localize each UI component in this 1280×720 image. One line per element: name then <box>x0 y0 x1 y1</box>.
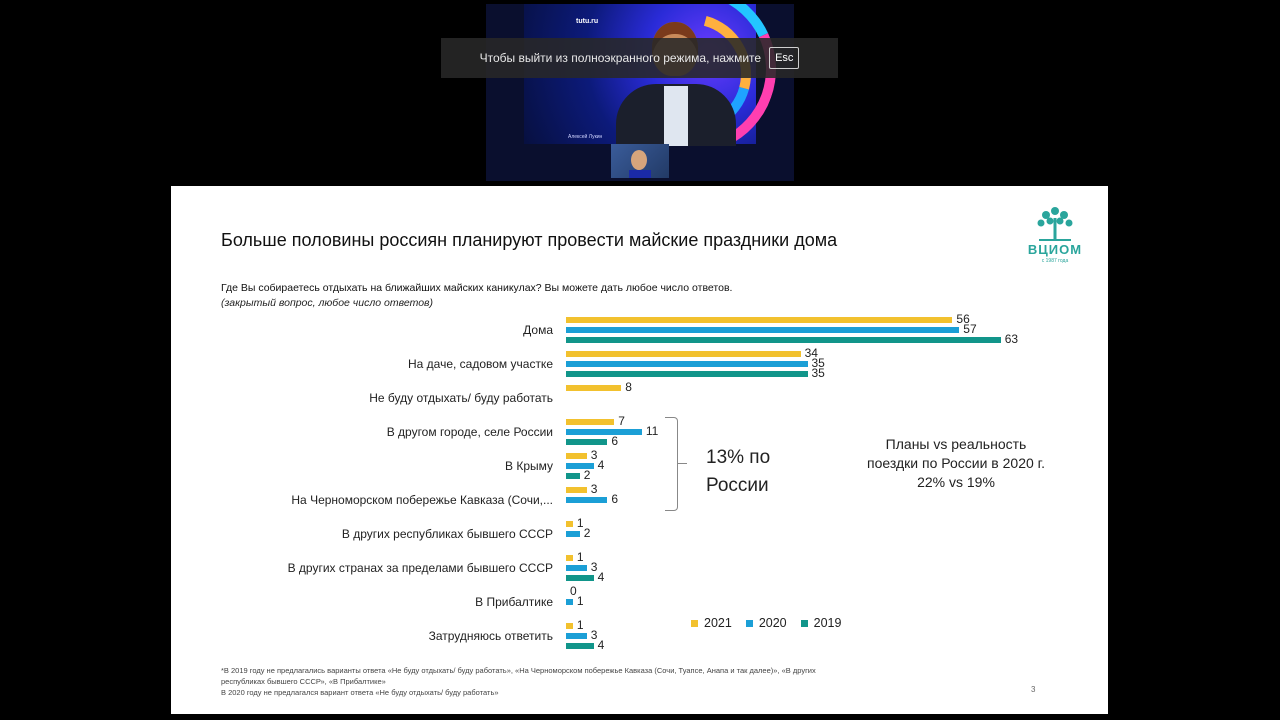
callout-plans-line2: поездки по России в 2020 г. <box>867 455 1045 471</box>
bar-2021 <box>566 385 622 391</box>
category-label: В другом городе, селе России <box>386 425 553 439</box>
fullscreen-exit-toast: Чтобы выйти из полноэкранного режима, на… <box>441 38 838 78</box>
footnote-line1: *В 2019 году не предлагались варианты от… <box>221 666 816 675</box>
category-label: В других странах за пределами бывшего СС… <box>287 561 553 575</box>
legend-item-2021: 2021 <box>691 616 732 630</box>
bar-2019 <box>566 371 808 377</box>
legend-item-2020: 2020 <box>745 616 787 630</box>
category-label: Дома <box>523 323 553 337</box>
thumbnail-badge <box>629 170 651 178</box>
russia-bracket-tick <box>677 463 687 464</box>
bar-value-label: 56 <box>956 312 970 326</box>
bar-2020 <box>566 599 573 605</box>
bar-value-label: 8 <box>625 380 632 394</box>
speaker-name: Алексей Лукин <box>568 134 603 140</box>
legend-label-2021: 2021 <box>704 616 732 630</box>
slide-title: Больше половины россиян планируют провес… <box>221 230 838 250</box>
bar-2019 <box>566 575 594 581</box>
category-label: В Прибалтике <box>475 595 553 609</box>
bar-2020 <box>566 565 587 571</box>
bar-value-label: 6 <box>611 492 619 506</box>
vciom-logo: ВЦИОМ с 1987 года <box>1014 206 1096 276</box>
callout-russia-line2: России <box>706 475 769 496</box>
bar-value-label: 3 <box>590 628 598 642</box>
bar-2019 <box>566 473 580 479</box>
tree-icon <box>1037 207 1073 241</box>
category-label: На Черноморском побережье Кавказа (Сочи,… <box>291 493 553 507</box>
callout-plans: Планы vs реальность поездки по России в … <box>831 435 1081 492</box>
survey-question: Где Вы собираетесь отдыхать на ближайших… <box>221 282 733 294</box>
bar-2020 <box>566 497 608 503</box>
bar-value-label: 1 <box>576 516 584 530</box>
bar-2021 <box>566 453 587 459</box>
bar-value-label: 4 <box>597 458 605 472</box>
bar-2020 <box>566 633 587 639</box>
bar-value-label: 57 <box>963 322 977 336</box>
toast-message: Чтобы выйти из полноэкранного режима, на… <box>479 51 762 65</box>
bar-2019 <box>566 337 1001 343</box>
legend-swatch-2021 <box>691 619 698 627</box>
callout-russia: 13% по России <box>706 444 770 500</box>
bar-2019 <box>566 439 608 445</box>
bar-value-label: 4 <box>597 638 605 652</box>
vciom-wordmark: ВЦИОМ <box>1027 242 1083 257</box>
bar-value-label: 1 <box>576 550 584 564</box>
bar-2021 <box>566 317 953 323</box>
bar-value-label: 1 <box>576 594 584 608</box>
bar-value-label: 35 <box>811 366 825 380</box>
thumbnail-face <box>631 150 647 170</box>
category-label: Затрудняюсь ответить <box>428 629 553 643</box>
category-label: Не буду отдыхать/ буду работать <box>369 391 553 405</box>
callout-russia-line1: 13% по <box>706 447 771 468</box>
bar-value-label: 7 <box>618 414 625 428</box>
bar-value-label: 6 <box>611 434 619 448</box>
bar-2021 <box>566 521 573 527</box>
esc-key[interactable]: Esc <box>769 47 800 69</box>
bar-2020 <box>566 429 642 435</box>
footnote-line2: республиках бывшего СССР», «В Прибалтике… <box>221 677 386 686</box>
bar-value-label: 3 <box>590 448 598 462</box>
legend-swatch-2020 <box>745 619 753 627</box>
legend-label-2019: 2019 <box>813 616 842 630</box>
bar-value-label: 2 <box>583 526 591 540</box>
legend-swatch-2019 <box>800 619 808 627</box>
self-view-thumbnail[interactable] <box>611 144 669 178</box>
bar-2021 <box>566 623 573 629</box>
bar-value-label: 1 <box>576 618 584 632</box>
category-label: В Крыму <box>504 459 553 473</box>
bar-value-label: 4 <box>597 570 605 584</box>
bar-2019 <box>566 643 594 649</box>
legend-item-2019: 2019 <box>800 616 842 630</box>
bar-value-label: 34 <box>804 346 818 360</box>
vciom-tagline: с 1987 года <box>1041 258 1069 264</box>
bar-value-label: 11 <box>645 424 659 438</box>
footnote-line3: В 2020 году не предлагался вариант ответ… <box>221 688 499 697</box>
legend-label-2020: 2020 <box>758 616 787 630</box>
bar-2020 <box>566 463 594 469</box>
category-label: На даче, садовом участке <box>407 357 553 371</box>
survey-question-note: (закрытый вопрос, любое число ответов) <box>221 297 434 309</box>
bar-value-label: 35 <box>811 356 825 370</box>
bar-2021 <box>566 555 573 561</box>
brand-logo: tutu.ru <box>576 18 599 25</box>
bar-2021 <box>566 419 615 425</box>
presentation-slide: Больше половины россиян планируют провес… <box>171 186 1108 714</box>
russia-bracket <box>665 417 678 511</box>
chart-legend: 2021 2020 2019 <box>691 616 841 630</box>
bar-value-label: 3 <box>590 482 598 496</box>
bar-value-label: 63 <box>1004 332 1019 346</box>
bar-value-label: 2 <box>583 468 591 482</box>
category-label: В других республиках бывшего СССР <box>341 527 553 541</box>
bar-value-label: 0 <box>570 584 577 598</box>
bar-value-label: 3 <box>590 560 598 574</box>
bar-2020 <box>566 361 808 367</box>
page-number: 3 <box>1031 685 1036 694</box>
bar-2020 <box>566 531 580 537</box>
person-shirt <box>664 86 688 146</box>
callout-plans-line3: 22% vs 19% <box>917 474 995 490</box>
bar-2020 <box>566 327 960 333</box>
bar-2021 <box>566 487 587 493</box>
bar-2021 <box>566 351 801 357</box>
callout-plans-line1: Планы vs реальность <box>885 436 1027 452</box>
